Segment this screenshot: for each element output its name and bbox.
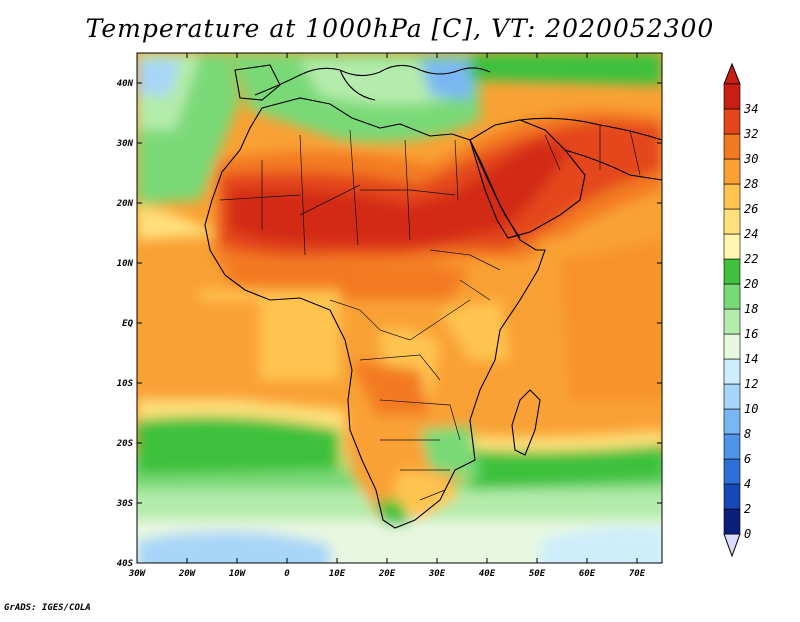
temperature-field xyxy=(137,53,662,563)
lon-label: 20W xyxy=(178,569,197,579)
colorbar-under-arrow xyxy=(723,533,741,558)
colorbar-swatch xyxy=(723,408,741,435)
lon-label: 10W xyxy=(229,569,247,579)
colorbar-swatch xyxy=(723,383,741,410)
colorbar-label: 4 xyxy=(744,477,751,491)
lon-label: 60E xyxy=(579,569,596,579)
colorbar-over-arrow xyxy=(723,62,741,85)
lon-label: 70E xyxy=(629,569,646,579)
colorbar-label: 32 xyxy=(743,127,758,141)
lat-label: 20S xyxy=(116,439,134,449)
longitude-axis: 30W 20W 10W 0 10E 20E 30E 40E 50E 60E 70E xyxy=(128,53,646,579)
lat-label: 30N xyxy=(116,139,134,149)
colorbar-label: 16 xyxy=(744,327,758,341)
lon-label: 30E xyxy=(428,569,446,579)
colorbar-label: 2 xyxy=(744,502,751,516)
lat-label: EQ xyxy=(122,319,133,329)
lon-label: 0 xyxy=(284,569,290,579)
lon-label: 40E xyxy=(479,569,496,579)
colorbar-label: 0 xyxy=(744,527,751,541)
map-frame xyxy=(136,52,663,564)
lat-label: 40N xyxy=(117,79,134,89)
colorbar-swatch xyxy=(723,483,741,510)
colorbar-label: 30 xyxy=(743,152,758,166)
colorbar-swatch xyxy=(723,458,741,485)
colorbar-label: 8 xyxy=(744,427,751,441)
lat-label: 10S xyxy=(117,379,134,389)
colorbar-swatch xyxy=(723,83,741,110)
latitude-axis: 40N 30N 20N 10N EQ 10S 20S 30S 40S xyxy=(116,79,662,569)
colorbar-swatch xyxy=(723,333,741,360)
lon-label: 10E xyxy=(329,569,346,579)
lon-label: 50E xyxy=(529,569,546,579)
coastlines xyxy=(204,64,662,529)
map-title: Temperature at 1000hPa [C], VT: 20200523… xyxy=(85,14,715,43)
colorbar-label: 24 xyxy=(744,227,758,241)
colorbar-label: 26 xyxy=(744,202,758,216)
colorbar-label: 20 xyxy=(744,277,758,291)
colorbar-swatch xyxy=(723,433,741,460)
colorbar-swatch xyxy=(723,283,741,310)
colorbar-swatch xyxy=(723,108,741,135)
colorbar-label: 34 xyxy=(743,102,758,116)
lat-label: 30S xyxy=(116,499,134,509)
colorbar-swatch xyxy=(723,308,741,335)
lon-label: 20E xyxy=(378,569,396,579)
colorbar-label: 14 xyxy=(744,352,758,366)
lon-label: 30W xyxy=(128,569,147,579)
colorbar-label: 22 xyxy=(744,252,758,266)
colorbar-swatch xyxy=(723,233,741,260)
colorbar-swatch xyxy=(723,183,741,210)
colorbar-label: 28 xyxy=(744,177,758,191)
lat-label: 10N xyxy=(117,259,134,269)
colorbar-swatch xyxy=(723,133,741,160)
colorbar-swatch xyxy=(723,508,741,535)
colorbar-swatch xyxy=(723,258,741,285)
software-credit: GrADS: IGES/COLA xyxy=(4,603,91,613)
colorbar-swatch xyxy=(723,208,741,235)
colorbar-swatch xyxy=(723,158,741,185)
colorbar-label: 10 xyxy=(744,402,758,416)
colorbar-label: 12 xyxy=(744,377,758,391)
lat-label: 40S xyxy=(117,559,134,569)
colorbar-label: 6 xyxy=(744,452,751,466)
country-borders xyxy=(219,125,641,501)
lat-label: 20N xyxy=(116,199,134,209)
colorbar-swatch xyxy=(723,358,741,385)
colorbar-label: 18 xyxy=(744,302,758,316)
